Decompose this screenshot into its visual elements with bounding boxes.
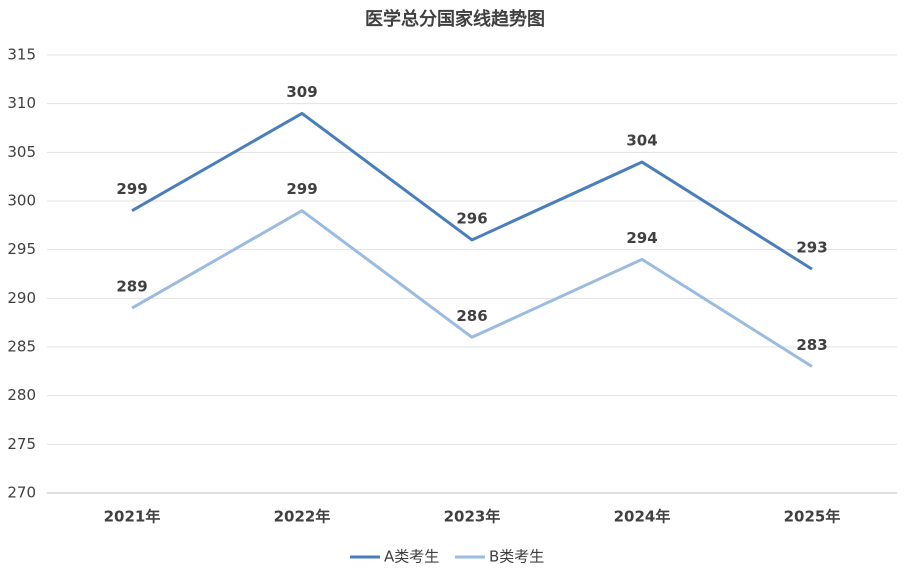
- value-label: 293: [796, 239, 827, 257]
- x-tick-label: 2023年: [444, 508, 501, 526]
- legend-label: A类考生: [384, 548, 439, 566]
- x-tick-label: 2022年: [274, 508, 331, 526]
- y-tick-label: 300: [7, 192, 36, 210]
- y-tick-label: 275: [7, 435, 36, 453]
- value-label: 299: [286, 180, 317, 198]
- value-label: 289: [116, 278, 147, 296]
- series-line: [131, 111, 813, 271]
- value-label: 299: [116, 180, 147, 198]
- x-tick-label: 2025年: [784, 508, 841, 526]
- value-label: 294: [626, 229, 657, 247]
- value-label: 304: [626, 132, 657, 150]
- y-tick-label: 290: [7, 289, 36, 307]
- x-tick-label: 2021年: [104, 508, 161, 526]
- y-tick-label: 280: [7, 386, 36, 404]
- y-tick-label: 315: [7, 46, 36, 64]
- series-line: [131, 209, 813, 368]
- value-label: 309: [286, 83, 317, 101]
- value-label: 286: [456, 307, 487, 325]
- x-tick-label: 2024年: [614, 508, 671, 526]
- value-label: 283: [796, 336, 827, 354]
- y-tick-label: 270: [7, 484, 36, 502]
- chart-title: 医学总分国家线趋势图: [365, 8, 545, 30]
- legend-label: B类考生: [489, 548, 544, 566]
- y-tick-label: 295: [7, 240, 36, 258]
- y-tick-label: 305: [7, 143, 36, 161]
- y-tick-label: 285: [7, 338, 36, 356]
- value-label: 296: [456, 209, 487, 227]
- y-tick-label: 310: [7, 94, 36, 112]
